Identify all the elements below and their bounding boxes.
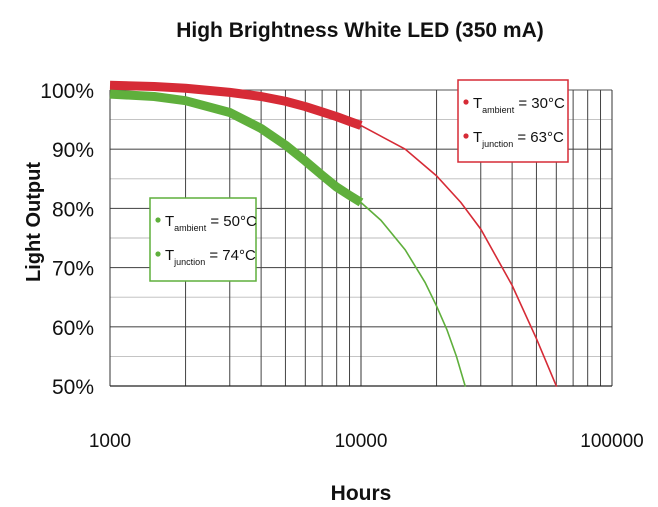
- red-legend-box: [457, 79, 569, 163]
- red-legend-label: Tjunction = 63°C: [473, 129, 564, 149]
- y-tick-label: 80%: [52, 198, 94, 221]
- red-legend-marker: [463, 133, 469, 139]
- x-axis-label: Hours: [331, 482, 392, 505]
- axes: 50% 60% 70% 80% 90% 100% 1000 10000 100000: [40, 80, 643, 452]
- green-legend-label: Tambient = 50°C: [165, 213, 257, 233]
- chart-title: High Brightness White LED (350 mA): [176, 19, 544, 42]
- series-lines: [109, 80, 558, 387]
- y-tick-label: 90%: [52, 139, 94, 162]
- green-legend-marker: [155, 217, 161, 223]
- red-legend: Tambient = 30°C Tjunction = 63°C: [457, 79, 569, 163]
- red-series-measured-line: [109, 80, 363, 130]
- green-legend-marker: [155, 251, 161, 257]
- green-legend-box: [149, 197, 257, 282]
- y-tick-label: 50%: [52, 376, 94, 399]
- green-series-measured-line: [109, 89, 364, 207]
- red-legend-label: Tambient = 30°C: [473, 95, 565, 115]
- x-tick-label: 100000: [580, 431, 643, 452]
- red-legend-marker: [463, 99, 469, 105]
- x-tick-label: 10000: [335, 431, 388, 452]
- red-series-projected-line: [360, 124, 558, 387]
- x-tick-label: 1000: [89, 431, 131, 452]
- y-tick-label: 100%: [40, 80, 94, 103]
- y-tick-label: 70%: [52, 258, 94, 281]
- green-legend-label: Tjunction = 74°C: [165, 247, 256, 267]
- y-axis-label: Light Output: [23, 162, 45, 282]
- green-series-projected-line: [360, 201, 466, 387]
- green-legend: Tambient = 50°C Tjunction = 74°C: [149, 197, 257, 282]
- y-tick-label: 60%: [52, 317, 94, 340]
